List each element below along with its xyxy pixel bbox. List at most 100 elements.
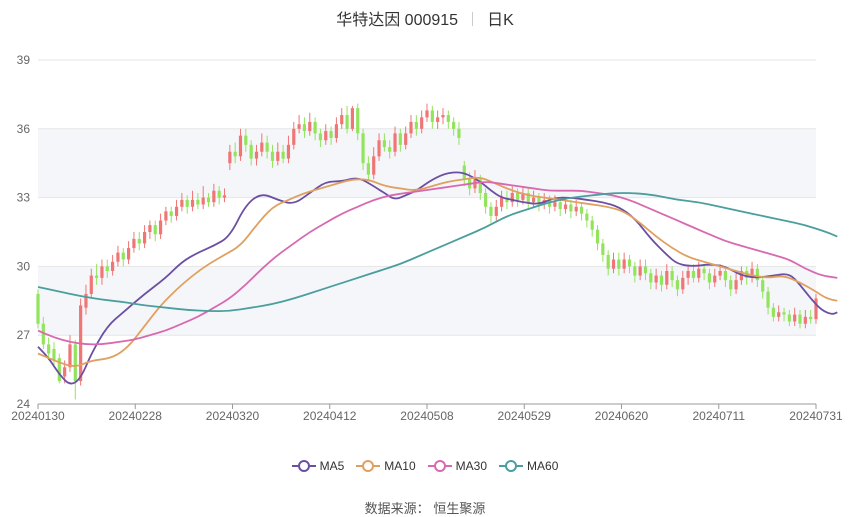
candle-body [627,259,632,267]
candle-body [100,266,104,278]
candle-body [308,121,312,132]
candle-body [126,248,131,260]
line-ma30 [37,181,838,346]
candle-body [142,232,147,244]
candle-body [707,273,712,283]
candle-body [116,252,120,262]
candle-body [281,151,285,159]
candle-body [702,268,706,274]
candle-body [292,128,296,145]
candle-body [233,151,237,157]
candle-body [313,121,317,134]
candle-body [436,117,440,122]
candle-body [414,121,418,129]
candle-body [111,261,115,271]
candle-body [324,131,328,141]
candle-body [793,314,797,322]
candle-body [441,115,445,118]
candle-body [84,293,88,308]
source-name: 恒生聚源 [433,501,486,516]
legend-item-ma10[interactable]: MA10 [356,459,416,473]
legend-marker-icon [291,460,316,472]
legend-item-ma30[interactable]: MA30 [427,459,488,473]
candle-body [329,131,333,138]
candle-body [158,220,163,235]
candle-body [249,144,253,159]
y-tick-label: 33 [17,191,31,205]
legend-item-ma5[interactable]: MA5 [291,459,345,473]
legend-item-ma60[interactable]: MA60 [499,459,558,473]
candle-body [590,220,594,230]
candle-body [318,133,323,141]
x-tick-label: 20240711 [693,409,746,423]
candle-body [89,275,93,294]
grid-band [38,266,816,336]
candle-body [526,193,530,203]
candle-body [558,202,562,210]
candle-body [617,259,621,269]
candle-body [382,140,386,148]
candle-body [579,206,584,214]
candle-body [206,197,211,203]
chart-legend: MA5 MA10 MA30 MA60 [0,459,850,476]
candle-body [574,206,578,212]
candle-body [276,151,280,161]
candle-body [803,316,807,324]
candle-body [665,270,669,285]
x-tick-label: 20240228 [109,409,163,423]
candle-body [196,199,200,205]
data-source: 数据来源： 恒生聚源 [0,498,850,517]
x-tick-label: 20240529 [498,409,552,423]
candle-body [409,121,413,134]
candle-body [553,202,557,207]
candle-body [356,108,360,134]
candle-body [302,124,307,132]
candle-body [457,128,461,138]
y-tick-label: 30 [17,259,31,273]
legend-marker-icon [427,460,452,472]
candle-body [569,204,573,212]
candle-body [489,206,493,216]
candle-body [68,344,72,368]
candle-body [510,193,514,203]
line-ma10 [37,176,838,367]
candle-body [377,140,381,157]
x-tick-label: 20240620 [595,409,649,423]
candle-body [782,312,786,315]
candle-body [63,367,67,377]
candle-body [334,124,339,138]
candle-body [137,238,141,244]
candle-body [505,197,509,203]
legend-label: MA5 [319,459,345,473]
stock-name: 华特达因 000915 [336,12,459,29]
candle-body [420,117,424,129]
candle-body [500,197,504,207]
candle-body [270,151,275,161]
candle-body [57,358,61,382]
candle-body [755,268,759,281]
candle-body [563,204,568,210]
candle-body [41,323,45,345]
candle-body [622,259,626,269]
candle-body [761,280,765,292]
chart-title: 华特达因 000915 日K [0,6,850,30]
candle-body [47,344,51,354]
candle-body [691,270,696,278]
y-tick-label: 39 [17,53,31,67]
candle-body [201,197,205,205]
candle-body [164,211,168,221]
legend-label: MA30 [455,459,488,473]
title-separator [472,12,474,26]
legend-label: MA10 [384,459,416,473]
candle-body [132,238,136,249]
candle-body [404,133,408,145]
candle-body [121,252,125,260]
candle-body [595,229,600,244]
candle-body [462,165,466,180]
candle-body [643,266,648,274]
candle-body [729,280,733,290]
candle-body [190,199,195,207]
candle-body [254,151,259,159]
candle-body [95,275,99,278]
candle-body [340,115,344,125]
